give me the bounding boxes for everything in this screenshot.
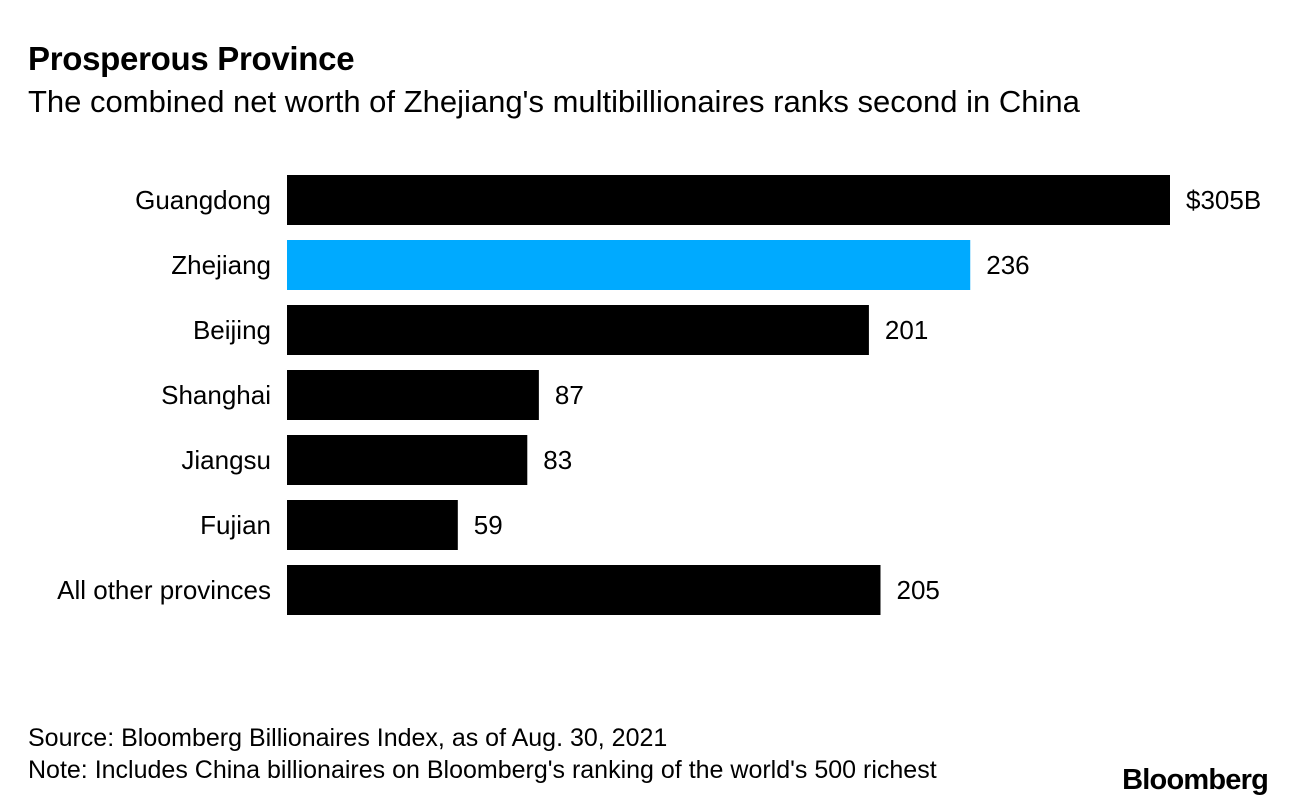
value-label-beijing: 201: [885, 315, 928, 345]
bar-all-other-provinces: [287, 565, 881, 615]
value-label-all-other-provinces: 205: [896, 575, 939, 605]
category-label-fujian: Fujian: [200, 510, 271, 540]
value-label-jiangsu: 83: [543, 445, 572, 475]
value-label-zhejiang: 236: [986, 250, 1029, 280]
category-label-jiangsu: Jiangsu: [181, 445, 271, 475]
note-text: Note: Includes China billionaires on Blo…: [28, 756, 937, 784]
category-label-all-other-provinces: All other provinces: [57, 575, 271, 605]
category-label-shanghai: Shanghai: [161, 380, 271, 410]
source-text: Source: Bloomberg Billionaires Index, as…: [28, 724, 668, 752]
bar-shanghai: [287, 370, 539, 420]
category-label-zhejiang: Zhejiang: [171, 250, 271, 280]
bar-chart: Guangdong $305B Zhejiang 236 Beijing 201 Shang…: [57, 175, 1261, 615]
value-label-fujian: 59: [474, 510, 503, 540]
bloomberg-logo: Bloomberg: [1122, 764, 1269, 796]
category-label-beijing: Beijing: [193, 315, 271, 345]
value-label-guangdong: $305B: [1186, 185, 1261, 215]
source-notes: Source: Bloomberg Billionaires Index, as…: [28, 722, 937, 786]
bar-fujian: [287, 500, 458, 550]
chart-title: Prosperous Province: [28, 40, 355, 77]
bar-beijing: [287, 305, 869, 355]
category-label-guangdong: Guangdong: [135, 185, 271, 215]
bar-guangdong: [287, 175, 1170, 225]
value-label-shanghai: 87: [555, 380, 584, 410]
bar-zhejiang: [287, 240, 971, 290]
chart-subtitle: The combined net worth of Zhejiang's mul…: [28, 84, 1080, 119]
bar-jiangsu: [287, 435, 528, 485]
